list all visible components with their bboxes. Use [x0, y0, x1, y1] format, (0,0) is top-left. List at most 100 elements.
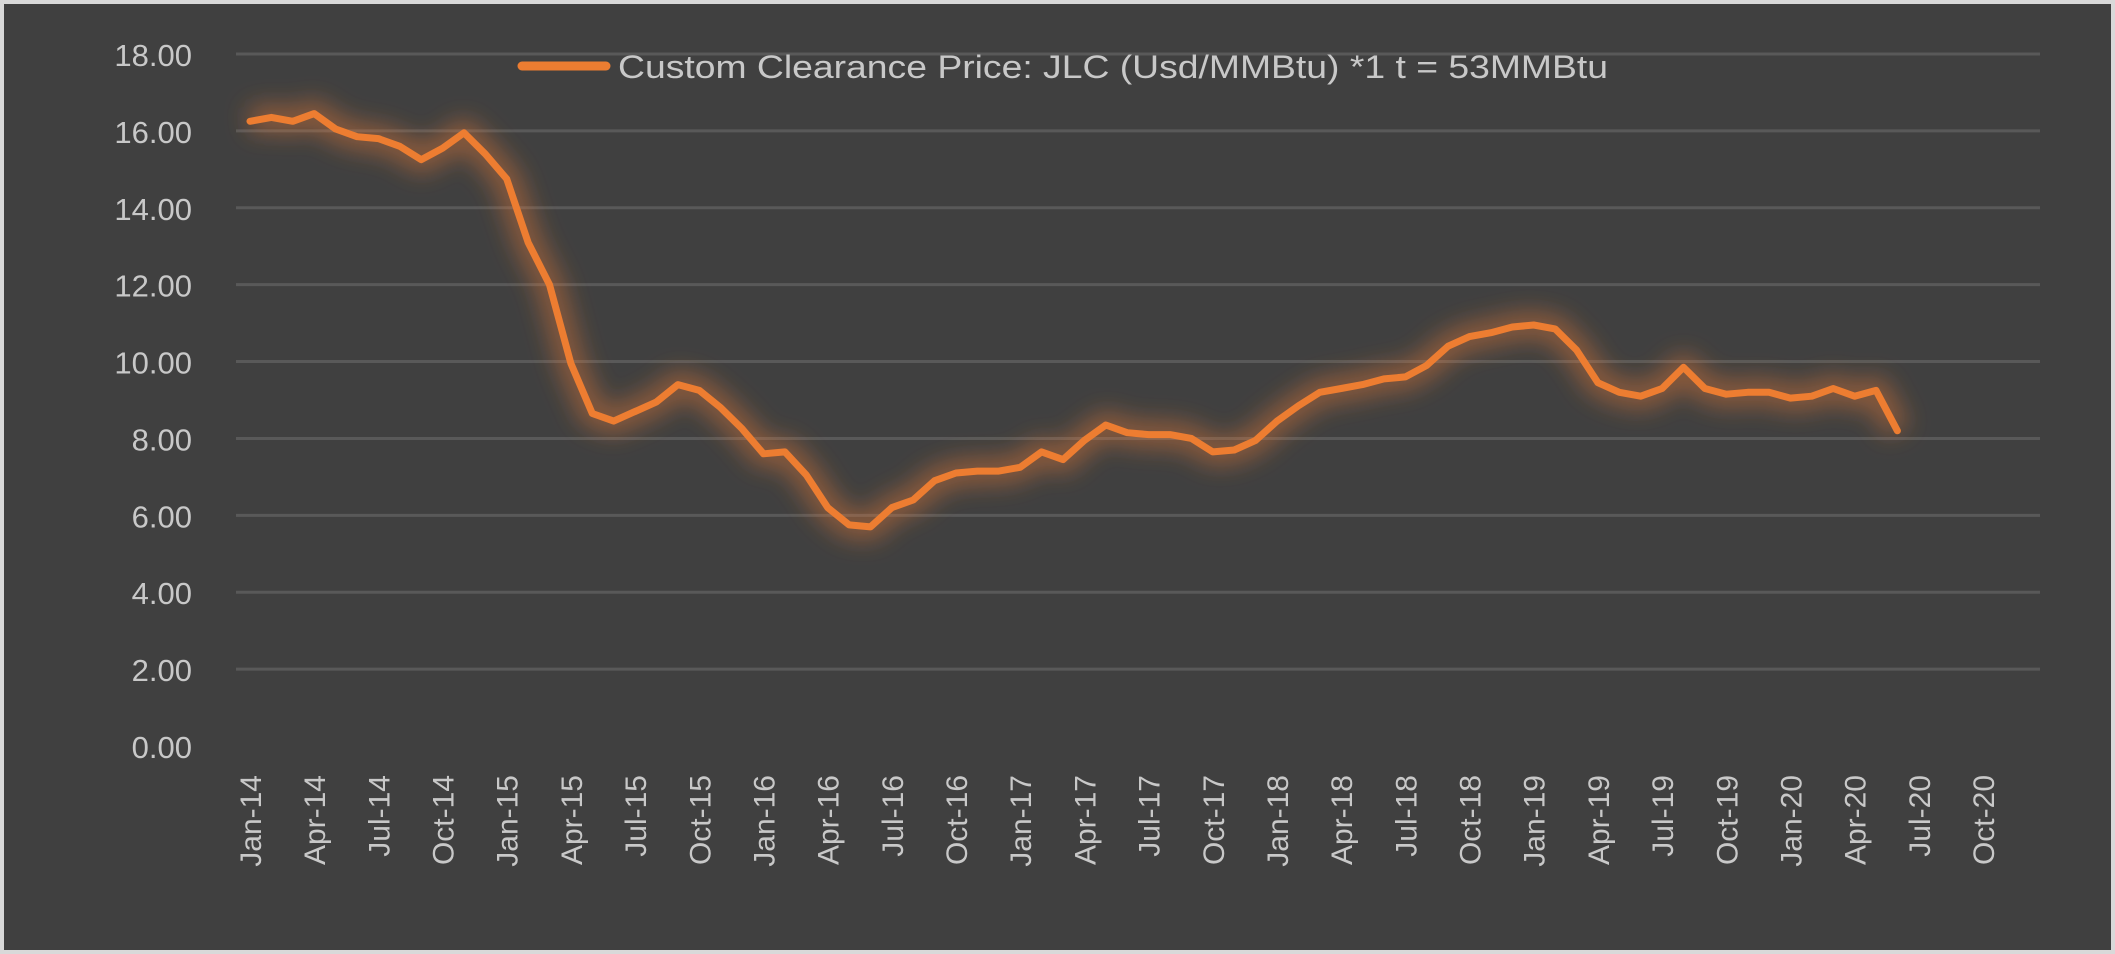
data-point: [1469, 336, 1471, 338]
data-point: [484, 153, 486, 155]
data-point: [1255, 439, 1257, 441]
data-point: [934, 480, 936, 482]
x-tick-label: Jan-20: [1775, 775, 1808, 867]
legend: Custom Clearance Price: JLC (Usd/MMBtu) …: [517, 49, 1608, 85]
data-point: [634, 411, 636, 413]
x-tick-label: Oct-16: [941, 775, 974, 865]
data-point: [1704, 387, 1706, 389]
data-point: [1875, 389, 1877, 391]
y-tick-label: 12.00: [114, 269, 192, 304]
series-glow: [247, 100, 1909, 540]
data-point: [891, 507, 893, 509]
data-point: [1233, 449, 1235, 451]
y-tick-label: 6.00: [132, 499, 192, 534]
data-point: [741, 428, 743, 430]
data-point: [570, 362, 572, 364]
x-tick-label: Jul-14: [363, 775, 396, 857]
x-tick-label: Jan-18: [1262, 775, 1295, 867]
y-tick-label: 0.00: [132, 730, 192, 765]
data-point: [1511, 326, 1513, 328]
data-point: [313, 113, 315, 115]
data-point: [869, 526, 871, 528]
data-point: [527, 241, 529, 243]
x-tick-label: Jan-16: [748, 775, 781, 867]
data-point: [848, 524, 850, 526]
data-point: [762, 453, 764, 455]
y-tick-label: 4.00: [132, 576, 192, 611]
data-point: [1190, 437, 1192, 439]
y-tick-label: 14.00: [114, 192, 192, 227]
data-point: [335, 128, 337, 130]
data-point: [1661, 387, 1663, 389]
x-axis-labels: Jan-14 Apr-14 Jul-14 Oct-14 Jan-15 Apr-15 Jul-…: [235, 775, 2001, 867]
x-tick-label: Jan-14: [235, 775, 268, 867]
y-axis-labels: 0.00 2.00 4.00 6.00 8.00 10.00 12.00 14.00 16.00…: [114, 38, 192, 765]
x-tick-label: Oct-17: [1198, 775, 1231, 865]
y-tick-label: 10.00: [114, 346, 192, 381]
data-point: [1041, 451, 1043, 453]
data-point: [1062, 459, 1064, 461]
data-point: [912, 499, 914, 501]
data-point: [698, 389, 700, 391]
data-point: [677, 384, 679, 386]
data-point: [1725, 393, 1727, 395]
data-point: [549, 284, 551, 286]
x-tick-label: Oct-19: [1711, 775, 1744, 865]
data-point: [1789, 397, 1791, 399]
data-point: [1811, 395, 1813, 397]
series-line: [246, 110, 1901, 531]
x-tick-label: Apr-18: [1326, 775, 1359, 865]
data-point: [1276, 420, 1278, 422]
gridlines: [236, 52, 2040, 671]
data-point: [399, 145, 401, 147]
data-point: [1105, 424, 1107, 426]
x-tick-label: Apr-20: [1840, 775, 1873, 865]
data-point: [1533, 324, 1535, 326]
data-point: [1319, 391, 1321, 393]
data-point: [420, 159, 422, 161]
data-point: [1854, 395, 1856, 397]
data-point: [827, 507, 829, 509]
x-tick-label: Jul-15: [620, 775, 653, 857]
y-tick-label: 8.00: [132, 422, 192, 457]
x-tick-label: Oct-14: [428, 775, 461, 865]
data-point: [1148, 434, 1150, 436]
data-point: [1362, 384, 1364, 386]
x-tick-label: Jan-15: [492, 775, 525, 867]
data-point: [249, 120, 251, 122]
x-tick-label: Oct-15: [684, 775, 717, 865]
data-point: [1490, 332, 1492, 334]
data-point: [1404, 376, 1406, 378]
y-tick-label: 16.00: [114, 115, 192, 150]
data-point: [463, 132, 465, 134]
data-point: [377, 138, 379, 140]
data-point: [1554, 328, 1556, 330]
data-point: [613, 420, 615, 422]
data-point: [955, 472, 957, 474]
x-tick-label: Jul-19: [1647, 775, 1680, 857]
data-point: [591, 412, 593, 414]
x-tick-label: Apr-15: [556, 775, 589, 865]
data-point: [1447, 345, 1449, 347]
data-point: [998, 470, 1000, 472]
x-tick-label: Jul-17: [1134, 775, 1167, 857]
data-point: [784, 451, 786, 453]
data-point: [506, 178, 508, 180]
data-point: [1297, 405, 1299, 407]
data-point: [1083, 439, 1085, 441]
series-group: [246, 100, 1909, 540]
y-tick-label: 2.00: [132, 653, 192, 688]
data-point: [1597, 382, 1599, 384]
data-point: [292, 120, 294, 122]
x-tick-label: Apr-14: [299, 775, 332, 865]
data-point: [656, 401, 658, 403]
data-point: [1340, 387, 1342, 389]
data-point: [356, 136, 358, 138]
data-point: [1832, 387, 1834, 389]
x-tick-label: Oct-18: [1455, 775, 1488, 865]
data-point: [1682, 366, 1684, 368]
data-point: [1640, 395, 1642, 397]
data-point: [1426, 364, 1428, 366]
data-point: [1575, 349, 1577, 351]
